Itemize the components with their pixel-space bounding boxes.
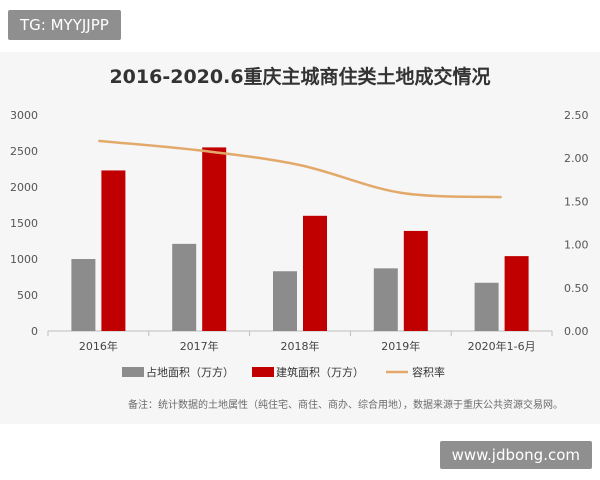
bar-build-area [403,230,428,331]
y-right-tick-label: 2.50 [564,109,589,122]
bar-land-area [474,282,499,331]
legend-plot-ratio-label: 容积率 [412,365,445,379]
watermark-top-badge: TG: MYYJJPP [8,10,121,40]
chart-note: 备注：统计数据的土地属性（纯住宅、商住、商办、综合用地），数据来源于重庆公共资源… [128,400,563,411]
bar-build-area [101,170,126,331]
legend-build-area-label: 建筑面积（万方） [276,365,364,379]
legend-build-area-swatch [252,367,274,377]
y-left-tick-label: 1000 [10,253,38,266]
bar-land-area [273,271,297,331]
y-left-tick-label: 2000 [10,181,38,194]
legend-land-area-label: 占地面积（万方） [146,365,234,379]
bar-land-area [373,268,398,331]
legend-land-area-swatch [122,367,144,377]
x-category-label: 2018年 [281,339,320,353]
y-left-tick-label: 3000 [10,109,38,122]
y-left-tick-label: 2500 [10,145,38,158]
bar-build-area [303,215,327,331]
plot-ratio-line [98,139,502,199]
x-category-label: 2016年 [79,339,118,353]
y-left-tick-label: 0 [31,325,38,338]
y-right-tick-label: 0.50 [564,282,589,295]
bar-land-area [172,243,197,331]
x-category-label: 2020年1-6月 [468,339,536,353]
y-right-tick-label: 0.00 [564,325,589,338]
x-category-label: 2019年 [381,339,420,353]
y-right-tick-label: 2.00 [564,152,589,165]
y-left-tick-label: 1500 [10,217,38,230]
y-right-tick-label: 1.50 [564,195,589,208]
chart-panel [0,52,600,424]
y-left-tick-label: 500 [17,289,38,302]
bar-land-area [71,259,96,331]
bar-build-area [202,147,227,331]
y-right-tick-label: 1.00 [564,239,589,252]
watermark-bottom-badge: www.jdbong.com [439,441,592,469]
bar-build-area [504,256,529,331]
chart-title: 2016-2020.6重庆主城商住类土地成交情况 [109,66,491,88]
x-category-label: 2017年 [180,339,219,353]
